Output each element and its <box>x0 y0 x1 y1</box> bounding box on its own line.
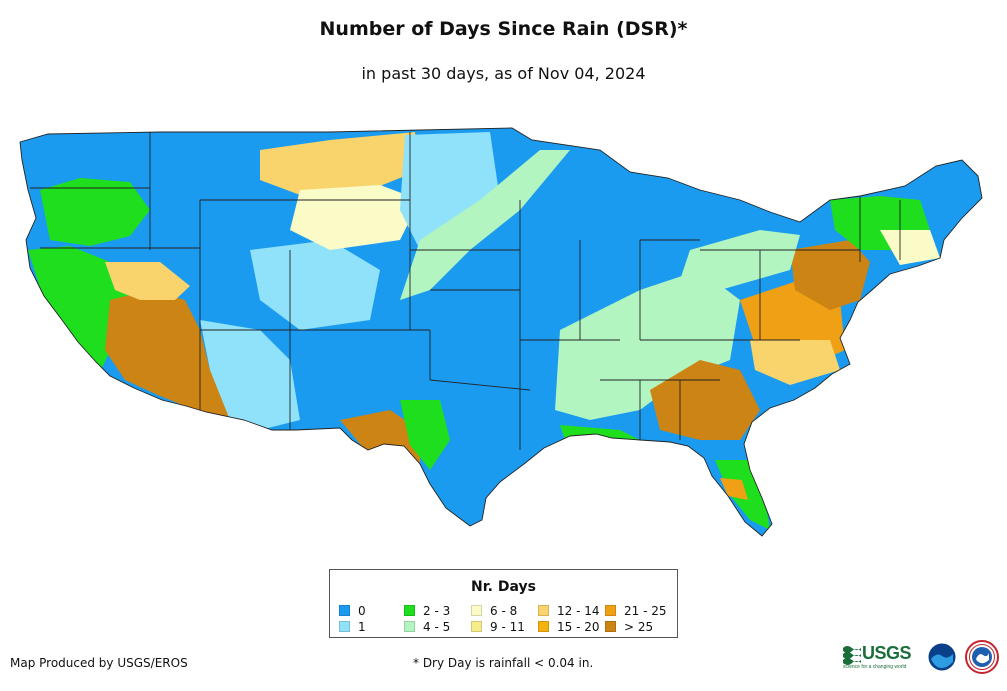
legend-label: 6 - 8 <box>490 604 518 618</box>
legend-label: 2 - 3 <box>423 604 451 618</box>
legend-label: 21 - 25 <box>624 604 667 618</box>
agency-logos: USGS science for a changing world <box>843 640 1003 680</box>
map-subtitle: in past 30 days, as of Nov 04, 2024 <box>361 64 646 83</box>
legend-label: 1 <box>358 620 366 634</box>
legend-swatch <box>605 621 616 632</box>
legend-item: 6 - 8 <box>471 605 517 618</box>
legend-title: Nr. Days <box>471 579 536 595</box>
dry-day-footnote: * Dry Day is rainfall < 0.04 in. <box>413 656 594 670</box>
legend-label: 12 - 14 <box>557 604 600 618</box>
legend-item: 12 - 14 <box>538 605 600 618</box>
legend-item: 4 - 5 <box>404 621 450 634</box>
legend-swatch <box>404 621 415 632</box>
legend-label: 0 <box>358 604 366 618</box>
legend-item: 9 - 11 <box>471 621 525 634</box>
legend-item: 2 - 3 <box>404 605 450 618</box>
legend-label: 15 - 20 <box>557 620 600 634</box>
legend-item: 15 - 20 <box>538 621 600 634</box>
legend-swatch <box>538 621 549 632</box>
legend-swatch <box>339 621 350 632</box>
legend-swatch <box>404 605 415 616</box>
legend-item: 21 - 25 <box>605 605 667 618</box>
noaa-logo-icon <box>927 642 957 672</box>
legend-swatch <box>471 621 482 632</box>
nws-logo-icon <box>965 640 999 674</box>
state-boundaries <box>19 127 983 537</box>
usgs-wave-icon <box>843 646 861 665</box>
legend-swatch <box>605 605 616 616</box>
dsr-color-regions <box>20 128 982 536</box>
usgs-logo-text: USGS <box>862 643 912 663</box>
legend-label: 4 - 5 <box>423 620 451 634</box>
legend-item: 0 <box>339 605 366 618</box>
legend-swatch <box>339 605 350 616</box>
map-credit: Map Produced by USGS/EROS <box>10 656 188 670</box>
legend-swatch <box>538 605 549 616</box>
legend-label: 9 - 11 <box>490 620 525 634</box>
legend-item: 1 <box>339 621 366 634</box>
legend: Nr. Days 0 1 2 - 3 4 - 5 6 - 8 9 - 11 12… <box>329 569 678 638</box>
usgs-tagline: science for a changing world <box>843 664 907 670</box>
dsr-map <box>19 127 983 537</box>
legend-label: > 25 <box>624 620 654 634</box>
legend-swatch <box>471 605 482 616</box>
legend-item: > 25 <box>605 621 653 634</box>
map-title: Number of Days Since Rain (DSR)* <box>319 18 688 40</box>
